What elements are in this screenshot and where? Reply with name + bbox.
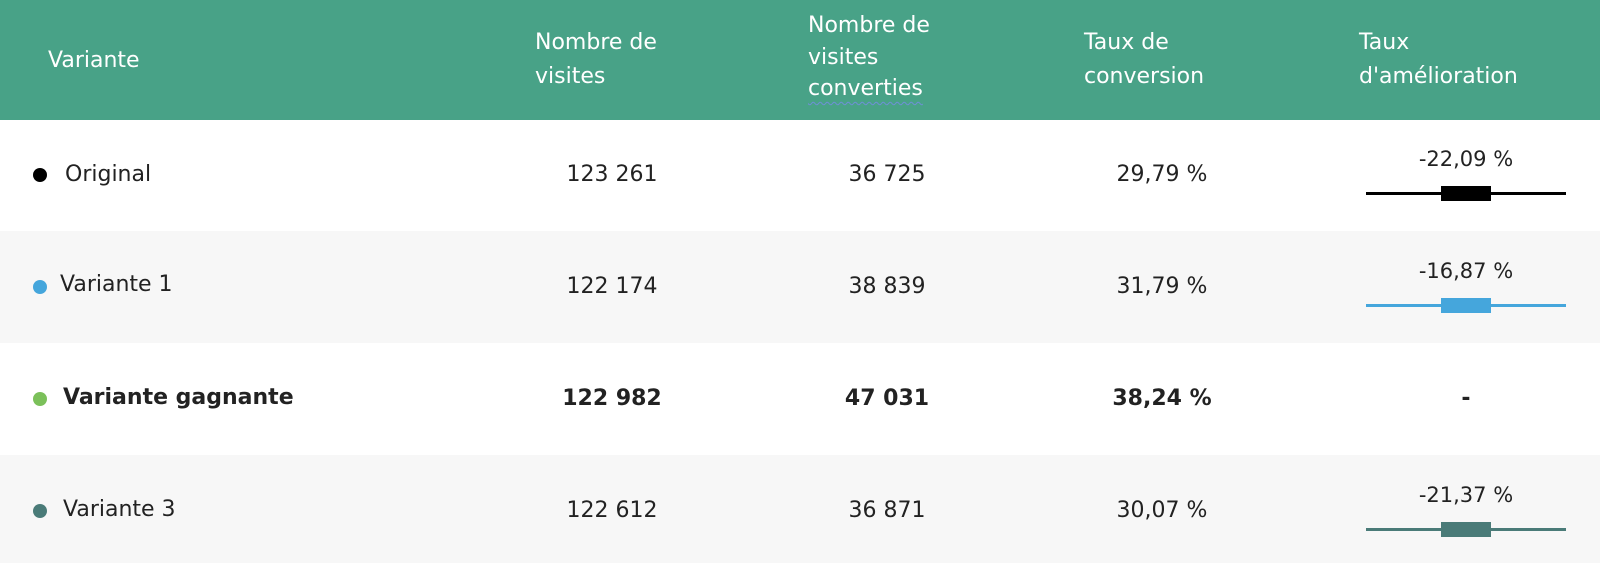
improvement-bar-box [1441, 298, 1491, 313]
rate-cell: 29,79 % [1116, 162, 1208, 187]
improvement-cell: -22,09 % [1366, 146, 1566, 206]
header-converted-line-1: Nombre de [808, 13, 930, 38]
improvement-cell: -16,87 % [1366, 258, 1566, 318]
improvement-value: - [1461, 386, 1471, 411]
header-improvement: Taux d'amélioration [1359, 26, 1518, 94]
header-converted-line-2: visites [808, 45, 879, 70]
header-variant: Variante [48, 44, 140, 78]
header-improvement-line-2: d'amélioration [1359, 64, 1518, 89]
variant-name: Original [65, 162, 152, 187]
converted-cell: 36 725 [848, 162, 926, 187]
header-converted: Nombre de visites converties [808, 10, 930, 104]
header-rate-line-1: Taux de [1084, 30, 1169, 55]
variant-name: Variante gagnante [63, 385, 294, 410]
converted-cell: 38 839 [848, 274, 926, 299]
table-row-winner: Variante gagnante 122 982 47 031 38,24 %… [0, 343, 1600, 455]
header-rate-line-2: conversion [1084, 64, 1205, 89]
series-dot [33, 504, 47, 518]
series-dot [33, 392, 47, 406]
improvement-bar-box [1441, 522, 1491, 537]
visits-cell: 122 612 [566, 498, 658, 523]
header-visits-line-1: Nombre de [535, 30, 657, 55]
rate-cell: 30,07 % [1116, 498, 1208, 523]
table-row: Original 123 261 36 725 29,79 % -22,09 % [0, 120, 1600, 231]
header-variant-label: Variante [48, 48, 140, 73]
header-rate: Taux de conversion [1084, 26, 1204, 94]
improvement-value: -22,09 % [1418, 147, 1514, 171]
header-visits: Nombre de visites [535, 26, 657, 94]
variant-name: Variante 3 [63, 497, 176, 522]
rate-cell: 31,79 % [1116, 274, 1208, 299]
variant-name: Variante 1 [60, 272, 173, 297]
improvement-bar-box [1441, 186, 1491, 201]
header-improvement-line-1: Taux [1359, 30, 1410, 55]
table-row: Variante 3 122 612 36 871 30,07 % -21,37… [0, 455, 1600, 563]
visits-cell: 123 261 [566, 162, 658, 187]
rate-cell: 38,24 % [1112, 386, 1212, 411]
visits-cell: 122 174 [566, 274, 658, 299]
improvement-value: -21,37 % [1418, 483, 1514, 507]
converted-cell: 36 871 [848, 498, 926, 523]
series-dot [33, 280, 47, 294]
table-row: Variante 1 122 174 38 839 31,79 % -16,87… [0, 231, 1600, 343]
header-visits-line-2: visites [535, 64, 606, 89]
improvement-value: -16,87 % [1418, 259, 1514, 283]
table-header: Variante Nombre de visites Nombre de vis… [0, 0, 1600, 120]
converted-cell: 47 031 [844, 386, 930, 411]
visits-cell: 122 982 [562, 386, 662, 411]
header-converted-line-3: converties [808, 76, 923, 101]
series-dot [33, 168, 47, 182]
improvement-cell: -21,37 % [1366, 482, 1566, 542]
